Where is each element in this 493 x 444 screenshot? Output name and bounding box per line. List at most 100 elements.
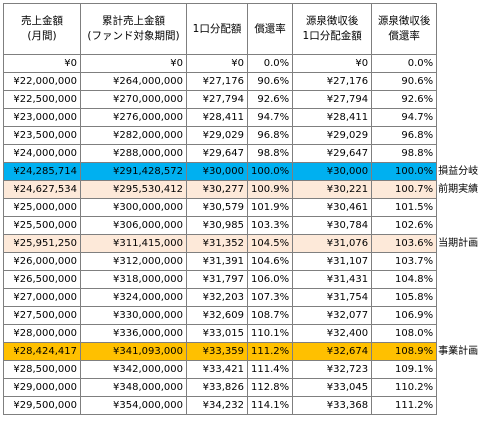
- after-tax-redemption-cell: 102.6%: [371, 216, 438, 235]
- after-tax-redemption-cell: 104.8%: [371, 270, 438, 289]
- cumulative-sales-cell: ¥342,000,000: [80, 360, 187, 379]
- redemption-rate-cell: 92.6%: [246, 90, 294, 109]
- after-tax-distribution-cell: ¥30,784: [292, 216, 373, 235]
- header-line: (ファンド対象期間): [87, 30, 180, 42]
- after-tax-distribution-cell: ¥28,411: [292, 108, 373, 127]
- distribution-cell: ¥31,391: [186, 252, 248, 271]
- after-tax-redemption-cell: 100.0%: [371, 162, 438, 181]
- row-annotation: [436, 72, 487, 91]
- monthly-sales-cell: ¥25,951,250: [3, 234, 81, 253]
- redemption-rate-cell: 104.6%: [246, 252, 294, 271]
- redemption-rate-cell: 0.0%: [246, 54, 294, 73]
- cumulative-sales-cell: ¥324,000,000: [80, 288, 187, 307]
- monthly-sales-cell: ¥27,000,000: [3, 288, 81, 307]
- redemption-rate-cell: 96.8%: [246, 126, 294, 145]
- row-annotation: [436, 252, 487, 271]
- redemption-rate-cell: 101.9%: [246, 198, 294, 217]
- distribution-cell: ¥27,176: [186, 72, 248, 91]
- table-row: ¥23,000,000 ¥276,000,000 ¥28,411 94.7% ¥28,4…: [3, 108, 487, 127]
- cumulative-sales-cell: ¥341,093,000: [80, 342, 187, 361]
- table-body: ¥0 ¥0 ¥0 0.0% ¥0 0.0% ¥22,000,000 ¥264,000,000 ¥…: [3, 54, 487, 415]
- row-annotation: [436, 216, 487, 235]
- cumulative-sales-cell: ¥306,000,000: [80, 216, 187, 235]
- distribution-cell: ¥30,579: [186, 198, 248, 217]
- row-annotation: 当期計画: [436, 234, 487, 253]
- row-annotation: [436, 324, 487, 343]
- header-line: (月間): [27, 30, 57, 42]
- after-tax-redemption-cell: 110.2%: [371, 378, 438, 397]
- monthly-sales-cell: ¥24,627,534: [3, 180, 81, 199]
- distribution-cell: ¥0: [186, 54, 248, 73]
- after-tax-distribution-cell: ¥27,176: [292, 72, 373, 91]
- cumulative-sales-cell: ¥291,428,572: [80, 162, 187, 181]
- cumulative-sales-cell: ¥330,000,000: [80, 306, 187, 325]
- table-row: ¥24,285,714 ¥291,428,572 ¥30,000 100.0% ¥30,…: [3, 162, 487, 181]
- monthly-sales-cell: ¥26,500,000: [3, 270, 81, 289]
- distribution-cell: ¥31,352: [186, 234, 248, 253]
- redemption-rate-cell: 104.5%: [246, 234, 294, 253]
- table-row: ¥26,500,000 ¥318,000,000 ¥31,797 106.0% ¥31,…: [3, 270, 487, 289]
- row-annotation: [436, 54, 487, 73]
- monthly-sales-cell: ¥23,000,000: [3, 108, 81, 127]
- monthly-sales-cell: ¥28,424,417: [3, 342, 81, 361]
- after-tax-redemption-cell: 0.0%: [371, 54, 438, 73]
- cumulative-sales-cell: ¥288,000,000: [80, 144, 187, 163]
- after-tax-redemption-cell: 98.8%: [371, 144, 438, 163]
- table-row: ¥24,627,534 ¥295,530,412 ¥30,277 100.9% ¥30,…: [3, 180, 487, 199]
- distribution-cell: ¥33,015: [186, 324, 248, 343]
- table-row: ¥28,424,417 ¥341,093,000 ¥33,359 111.2% ¥32,…: [3, 342, 487, 361]
- after-tax-redemption-cell: 109.1%: [371, 360, 438, 379]
- redemption-rate-cell: 100.9%: [246, 180, 294, 199]
- after-tax-distribution-cell: ¥30,000: [292, 162, 373, 181]
- after-tax-redemption-cell: 92.6%: [371, 90, 438, 109]
- after-tax-distribution-cell: ¥33,045: [292, 378, 373, 397]
- after-tax-distribution-cell: ¥33,368: [292, 396, 373, 415]
- cumulative-sales-cell: ¥354,000,000: [80, 396, 187, 415]
- row-annotation: [436, 90, 487, 109]
- distribution-cell: ¥30,985: [186, 216, 248, 235]
- redemption-rate-cell: 111.4%: [246, 360, 294, 379]
- table-row: ¥25,000,000 ¥300,000,000 ¥30,579 101.9% ¥30,…: [3, 198, 487, 217]
- table-row: ¥29,000,000 ¥348,000,000 ¥33,826 112.8% ¥33,…: [3, 378, 487, 397]
- monthly-sales-header: 売上金額 (月間): [3, 3, 81, 55]
- distribution-table: 売上金額 (月間) 累計売上金額 (ファンド対象期間) 1口分配額 償還率 源泉徴収後 1口分…: [3, 3, 487, 415]
- distribution-cell: ¥27,794: [186, 90, 248, 109]
- redemption-rate-cell: 94.7%: [246, 108, 294, 127]
- monthly-sales-cell: ¥29,000,000: [3, 378, 81, 397]
- row-annotation: [436, 108, 487, 127]
- monthly-sales-cell: ¥28,500,000: [3, 360, 81, 379]
- distribution-cell: ¥32,203: [186, 288, 248, 307]
- after-tax-redemption-cell: 108.0%: [371, 324, 438, 343]
- table-row: ¥25,500,000 ¥306,000,000 ¥30,985 103.3% ¥30,…: [3, 216, 487, 235]
- monthly-sales-cell: ¥22,500,000: [3, 90, 81, 109]
- row-annotation: [436, 306, 487, 325]
- after-tax-distribution-cell: ¥29,029: [292, 126, 373, 145]
- monthly-sales-cell: ¥25,000,000: [3, 198, 81, 217]
- monthly-sales-cell: ¥24,000,000: [3, 144, 81, 163]
- row-annotation: [436, 126, 487, 145]
- redemption-rate-cell: 111.2%: [246, 342, 294, 361]
- cumulative-sales-cell: ¥312,000,000: [80, 252, 187, 271]
- cumulative-sales-header: 累計売上金額 (ファンド対象期間): [80, 3, 187, 55]
- header-line: 累計売上金額: [102, 15, 165, 27]
- table-row: ¥28,000,000 ¥336,000,000 ¥33,015 110.1% ¥32,…: [3, 324, 487, 343]
- header-blank: [436, 3, 487, 55]
- table-row: ¥28,500,000 ¥342,000,000 ¥33,421 111.4% ¥32,…: [3, 360, 487, 379]
- table-row: ¥27,500,000 ¥330,000,000 ¥32,609 108.7% ¥32,…: [3, 306, 487, 325]
- redemption-rate-cell: 98.8%: [246, 144, 294, 163]
- cumulative-sales-cell: ¥264,000,000: [80, 72, 187, 91]
- table-row: ¥25,951,250 ¥311,415,000 ¥31,352 104.5% ¥31,…: [3, 234, 487, 253]
- redemption-rate-cell: 103.3%: [246, 216, 294, 235]
- row-annotation: [436, 360, 487, 379]
- row-annotation: [436, 288, 487, 307]
- after-tax-distribution-cell: ¥31,754: [292, 288, 373, 307]
- cumulative-sales-cell: ¥276,000,000: [80, 108, 187, 127]
- header-line: 1口分配額: [192, 22, 242, 35]
- distribution-cell: ¥30,277: [186, 180, 248, 199]
- after-tax-distribution-header: 源泉徴収後 1口分配金額: [292, 3, 373, 55]
- after-tax-redemption-cell: 108.9%: [371, 342, 438, 361]
- table-row: ¥23,500,000 ¥282,000,000 ¥29,029 96.8% ¥29,0…: [3, 126, 487, 145]
- after-tax-distribution-cell: ¥32,077: [292, 306, 373, 325]
- row-annotation: 損益分岐: [436, 162, 487, 181]
- row-annotation: [436, 396, 487, 415]
